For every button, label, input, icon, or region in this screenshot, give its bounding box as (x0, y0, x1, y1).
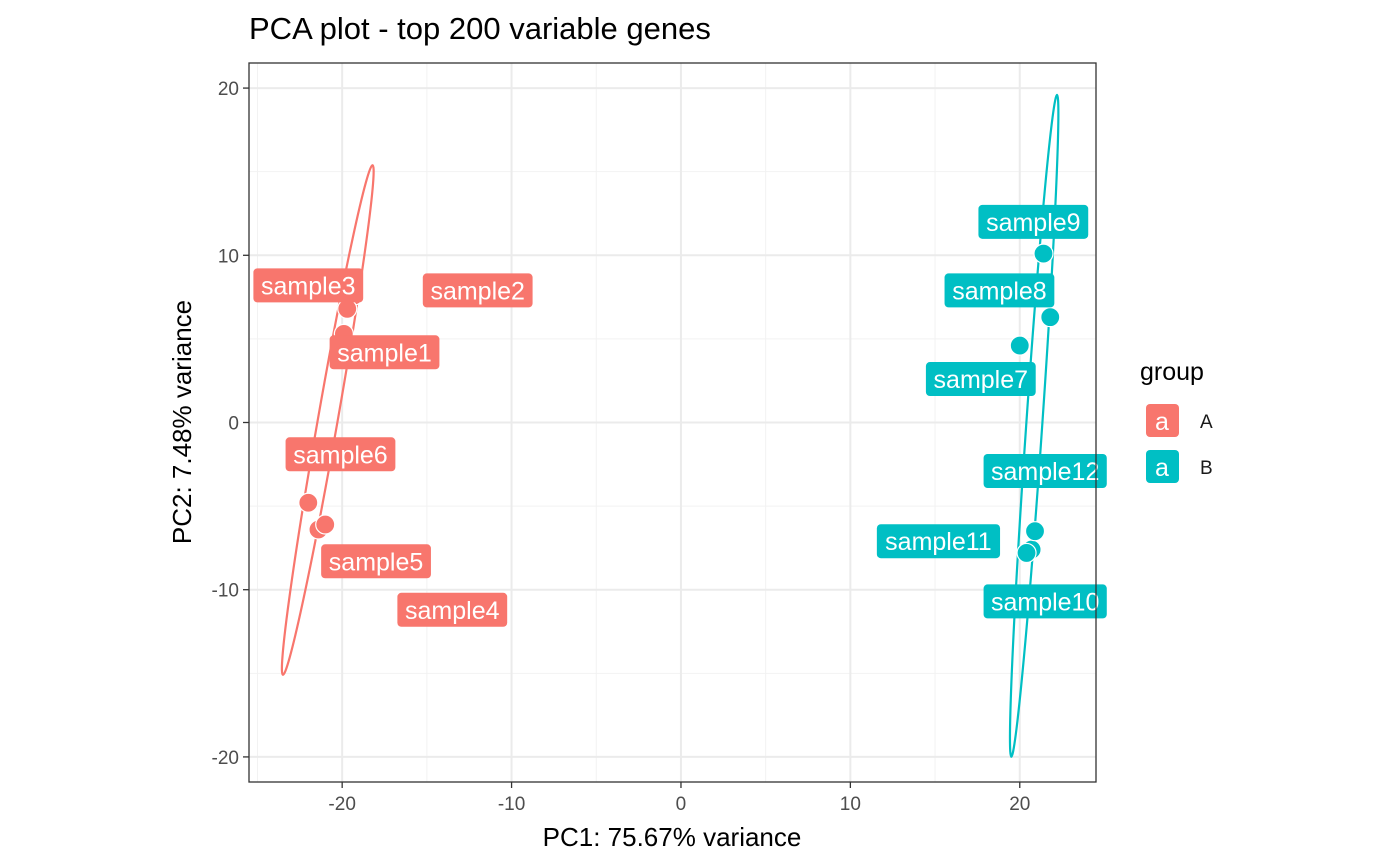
label-text: sample1 (337, 339, 432, 367)
label-sample8: sample8 (944, 273, 1055, 308)
label-text: sample9 (986, 209, 1081, 237)
label-sample7: sample7 (925, 362, 1036, 397)
label-sample11: sample11 (876, 524, 1001, 559)
label-text: sample6 (293, 441, 388, 469)
label-sample3: sample3 (253, 268, 364, 303)
label-sample4: sample4 (397, 592, 508, 627)
y-tick-label: -10 (212, 581, 239, 602)
label-box (925, 362, 1036, 397)
ellipse-group-a (280, 164, 375, 676)
x-tick-label: 10 (840, 794, 861, 815)
y-tick-label: -20 (212, 748, 239, 769)
legend-title: group (1140, 358, 1204, 386)
label-text: sample7 (934, 366, 1029, 394)
point-sample7 (1009, 335, 1030, 356)
legend-key-glyph-b: a (1155, 454, 1169, 482)
label-sample2: sample2 (422, 273, 533, 308)
ellipses (280, 93, 1060, 758)
label-box (876, 524, 1001, 559)
label-sample12: sample12 (983, 453, 1107, 488)
point-sample12 (1024, 521, 1046, 542)
legend-label-a: A (1200, 412, 1213, 433)
label-sample1: sample1 (329, 335, 440, 370)
label-text: sample5 (329, 548, 424, 576)
chart-title: PCA plot - top 200 variable genes (249, 11, 711, 46)
label-box (285, 437, 396, 472)
axis-ticks: -20 -10 0 10 20 -20 -10 0 10 20 (212, 79, 1031, 815)
x-tick-label: -20 (328, 794, 355, 815)
legend-key-b (1146, 450, 1179, 483)
grid (249, 63, 1096, 782)
point-labels: sample1 sample2 sample3 sample4 sample5 sampl… (253, 204, 1107, 627)
point-sample8 (1040, 307, 1061, 328)
label-text: sample8 (952, 277, 1047, 305)
label-text: sample11 (885, 528, 992, 556)
y-tick-label: 10 (218, 246, 239, 267)
label-text: sample2 (430, 277, 525, 305)
label-box (983, 584, 1107, 619)
label-sample6: sample6 (285, 437, 396, 472)
label-sample9: sample9 (978, 204, 1089, 239)
x-axis-title: PC1: 75.67% variance (543, 822, 802, 852)
legend-item-a: a A (1146, 404, 1213, 437)
legend-label-b: B (1200, 458, 1213, 479)
label-box (253, 268, 364, 303)
ellipse-group-b (1008, 93, 1060, 758)
label-box (422, 273, 533, 308)
y-tick-label: 20 (218, 79, 239, 100)
legend: group a A a B (1140, 358, 1213, 483)
label-box (329, 335, 440, 370)
x-tick-label: 0 (676, 794, 687, 815)
point-sample5 (315, 514, 336, 535)
x-tick-label: 20 (1009, 794, 1030, 815)
point-sample6 (298, 492, 319, 513)
label-sample5: sample5 (321, 544, 431, 579)
legend-item-b: a B (1146, 450, 1213, 483)
y-tick-label: 0 (228, 414, 239, 435)
label-box (397, 592, 508, 627)
label-text: sample4 (405, 597, 500, 625)
label-text: sample12 (991, 458, 1099, 486)
label-box (983, 453, 1107, 488)
label-text: sample10 (991, 588, 1099, 616)
point-sample11 (1016, 542, 1037, 564)
legend-key-a (1146, 404, 1179, 437)
legend-key-glyph-a: a (1155, 408, 1169, 436)
label-text: sample3 (261, 272, 356, 300)
label-box (978, 204, 1089, 239)
label-box (321, 544, 431, 579)
label-sample10: sample10 (983, 584, 1107, 619)
x-tick-label: -10 (498, 794, 525, 815)
label-box (944, 273, 1055, 308)
point-sample9 (1033, 243, 1054, 264)
y-axis-title: PC2: 7.48% variance (167, 300, 197, 544)
